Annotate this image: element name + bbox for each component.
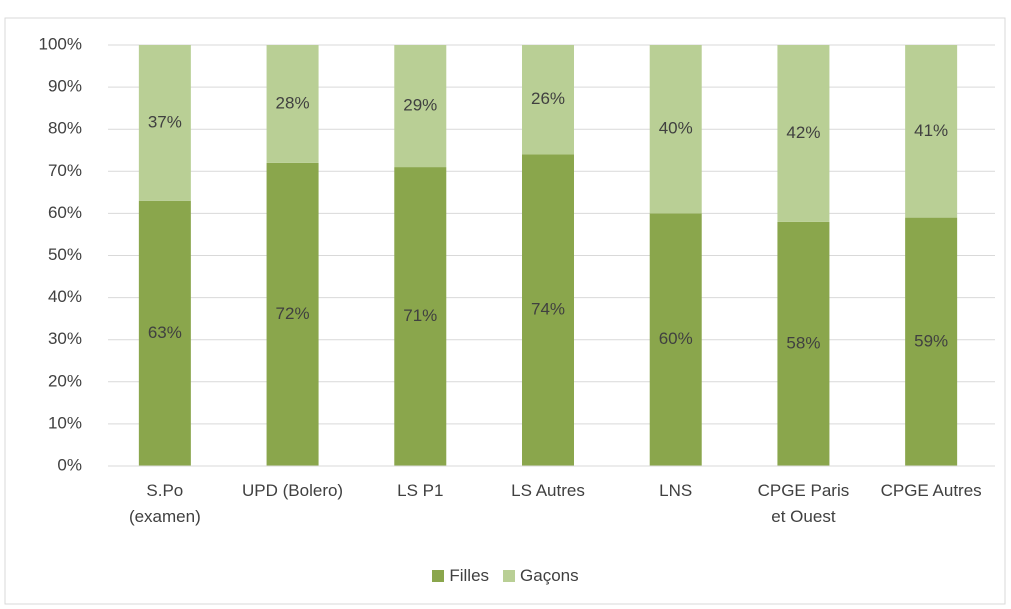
legend-swatch: [503, 570, 516, 582]
y-tick-label: 0%: [57, 455, 82, 474]
data-label: 60%: [659, 329, 693, 348]
data-label: 74%: [531, 300, 565, 319]
bar-segment: [266, 162, 319, 466]
bar-segment: [649, 45, 702, 214]
bar-segment: [777, 45, 830, 222]
bar-segment: [138, 45, 191, 201]
legend-swatch: [432, 570, 445, 582]
data-label: 28%: [276, 93, 310, 112]
y-tick-label: 50%: [48, 245, 82, 264]
y-tick-label: 30%: [48, 329, 82, 348]
data-label: 63%: [148, 323, 182, 342]
bar-segment: [522, 154, 574, 466]
data-label: 40%: [659, 119, 693, 138]
x-tick-label: UPD (Bolero): [242, 481, 344, 500]
legend: Filles Gaçons: [0, 566, 1011, 586]
data-label: 71%: [403, 306, 437, 325]
legend-label: Gaçons: [520, 566, 579, 585]
y-tick-label: 40%: [48, 287, 82, 306]
bar-segment: [138, 200, 191, 466]
legend-item: Gaçons: [503, 566, 579, 586]
data-label: 59%: [914, 331, 948, 350]
y-tick-label: 10%: [48, 413, 82, 432]
data-label: 72%: [276, 304, 310, 323]
y-tick-label: 20%: [48, 371, 82, 390]
x-tick-label: LNS: [659, 481, 693, 500]
x-tick-label: S.Po (examen): [128, 481, 201, 526]
bar-segment: [905, 217, 958, 466]
y-tick-label: 100%: [39, 34, 82, 53]
data-label: 26%: [531, 89, 565, 108]
bar-segment: [905, 45, 958, 218]
bar-segment: [649, 213, 702, 466]
bar-segment: [522, 45, 574, 155]
bar-segment: [777, 221, 830, 466]
bar-segment: [266, 45, 319, 163]
data-label: 58%: [786, 333, 820, 352]
legend-label: Filles: [449, 566, 490, 585]
x-tick-label: CPGE Autres: [880, 481, 982, 500]
data-label: 37%: [148, 112, 182, 131]
bar-segment: [394, 45, 447, 168]
y-tick-label: 80%: [48, 119, 82, 138]
legend-item: Filles: [432, 566, 489, 586]
x-tick-label: LS P1: [397, 481, 444, 500]
x-tick-label: LS Autres: [511, 481, 585, 500]
y-tick-label: 90%: [48, 77, 82, 96]
y-tick-label: 70%: [48, 161, 82, 180]
bar-segment: [394, 167, 447, 466]
data-label: 42%: [786, 123, 820, 142]
data-label: 41%: [914, 121, 948, 140]
data-label: 29%: [403, 96, 437, 115]
x-tick-label: CPGE Paris et Ouest: [757, 481, 850, 526]
y-tick-label: 60%: [48, 203, 82, 222]
